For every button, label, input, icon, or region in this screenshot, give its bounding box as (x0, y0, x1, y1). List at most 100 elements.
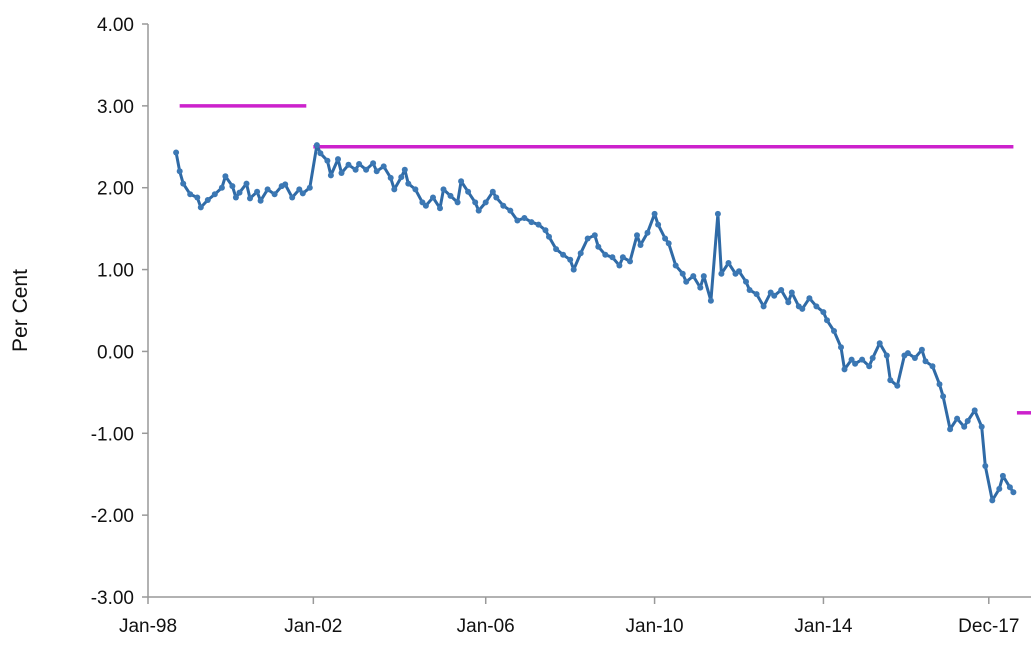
data-point (904, 350, 911, 357)
data-point (595, 243, 602, 250)
data-point (982, 463, 989, 469)
data-point (947, 426, 954, 433)
data-point (911, 355, 918, 361)
x-tick-label: Dec-17 (958, 616, 1019, 637)
data-point (820, 309, 827, 316)
data-point (841, 366, 848, 373)
data-point (999, 472, 1006, 479)
data-point (299, 190, 306, 197)
data-point (954, 415, 961, 422)
y-tick-label: -1.00 (91, 424, 134, 445)
data-point (482, 199, 489, 206)
data-point (296, 186, 303, 193)
data-point (894, 382, 901, 389)
data-point (176, 168, 183, 175)
data-point (838, 344, 844, 351)
data-point (335, 156, 341, 163)
data-point (546, 233, 552, 240)
data-point (869, 355, 876, 361)
data-point (264, 186, 271, 193)
data-point (528, 219, 535, 226)
y-tick-label: -2.00 (91, 506, 134, 527)
data-point (918, 346, 925, 353)
data-point (194, 194, 201, 201)
data-point (1010, 489, 1017, 496)
data-point (232, 194, 239, 201)
data-point (665, 240, 672, 247)
data-point (866, 363, 873, 370)
y-axis-title: Per Cent (9, 269, 32, 352)
data-point (883, 352, 890, 359)
data-point (785, 299, 792, 306)
series-line (174, 143, 1015, 502)
data-point (204, 197, 211, 203)
x-tick-label: Jan-10 (626, 616, 684, 637)
x-tick-label: Jan-06 (457, 616, 515, 637)
data-point (352, 166, 359, 173)
data-point (771, 292, 778, 299)
data-point (753, 291, 760, 298)
data-point (743, 278, 749, 285)
data-point (736, 268, 742, 275)
data-point (859, 356, 866, 363)
data-point (929, 363, 936, 370)
data-point (961, 423, 968, 430)
data-point (521, 215, 528, 221)
data-point (831, 328, 837, 334)
x-tick-label: Jan-98 (119, 616, 177, 637)
data-point (345, 161, 352, 168)
data-point (493, 194, 500, 201)
data-point (338, 170, 345, 176)
x-tick-label: Jan-14 (794, 616, 853, 637)
data-point (437, 205, 443, 212)
data-point (989, 497, 996, 504)
data-point (535, 221, 542, 228)
data-point (644, 229, 651, 236)
data-point (313, 142, 320, 149)
data-point (236, 189, 243, 196)
data-point (401, 166, 408, 173)
data-point (651, 210, 658, 217)
data-point (542, 227, 549, 234)
data-point (725, 260, 732, 266)
data-point (971, 407, 978, 414)
data-point (978, 423, 985, 430)
data-point (778, 287, 785, 293)
data-point (380, 163, 387, 170)
y-tick-label: -3.00 (91, 588, 134, 609)
data-point (440, 186, 447, 193)
data-point (211, 191, 218, 198)
data-point (560, 251, 567, 258)
data-point (714, 210, 721, 217)
data-point (412, 186, 419, 193)
data-point (662, 235, 669, 242)
data-point (405, 180, 412, 187)
data-point (229, 183, 236, 190)
data-point (584, 235, 591, 242)
data-point (813, 303, 820, 310)
data-point (591, 232, 598, 239)
data-point (637, 242, 644, 248)
data-point (507, 207, 514, 214)
data-point (271, 191, 278, 198)
y-tick-label: 2.00 (97, 179, 134, 200)
data-point (458, 178, 465, 185)
data-point (327, 172, 334, 179)
data-point (718, 270, 725, 277)
data-point (370, 160, 377, 167)
data-point (173, 149, 180, 156)
data-point (697, 284, 704, 291)
data-point (679, 270, 686, 277)
data-point (391, 186, 398, 193)
data-point (472, 199, 479, 206)
data-point (996, 485, 1003, 492)
data-point (356, 161, 363, 167)
data-point (398, 174, 405, 181)
data-point (616, 262, 623, 269)
data-point (922, 358, 929, 365)
data-point (289, 194, 296, 201)
data-point (567, 256, 574, 263)
data-point (964, 418, 971, 424)
